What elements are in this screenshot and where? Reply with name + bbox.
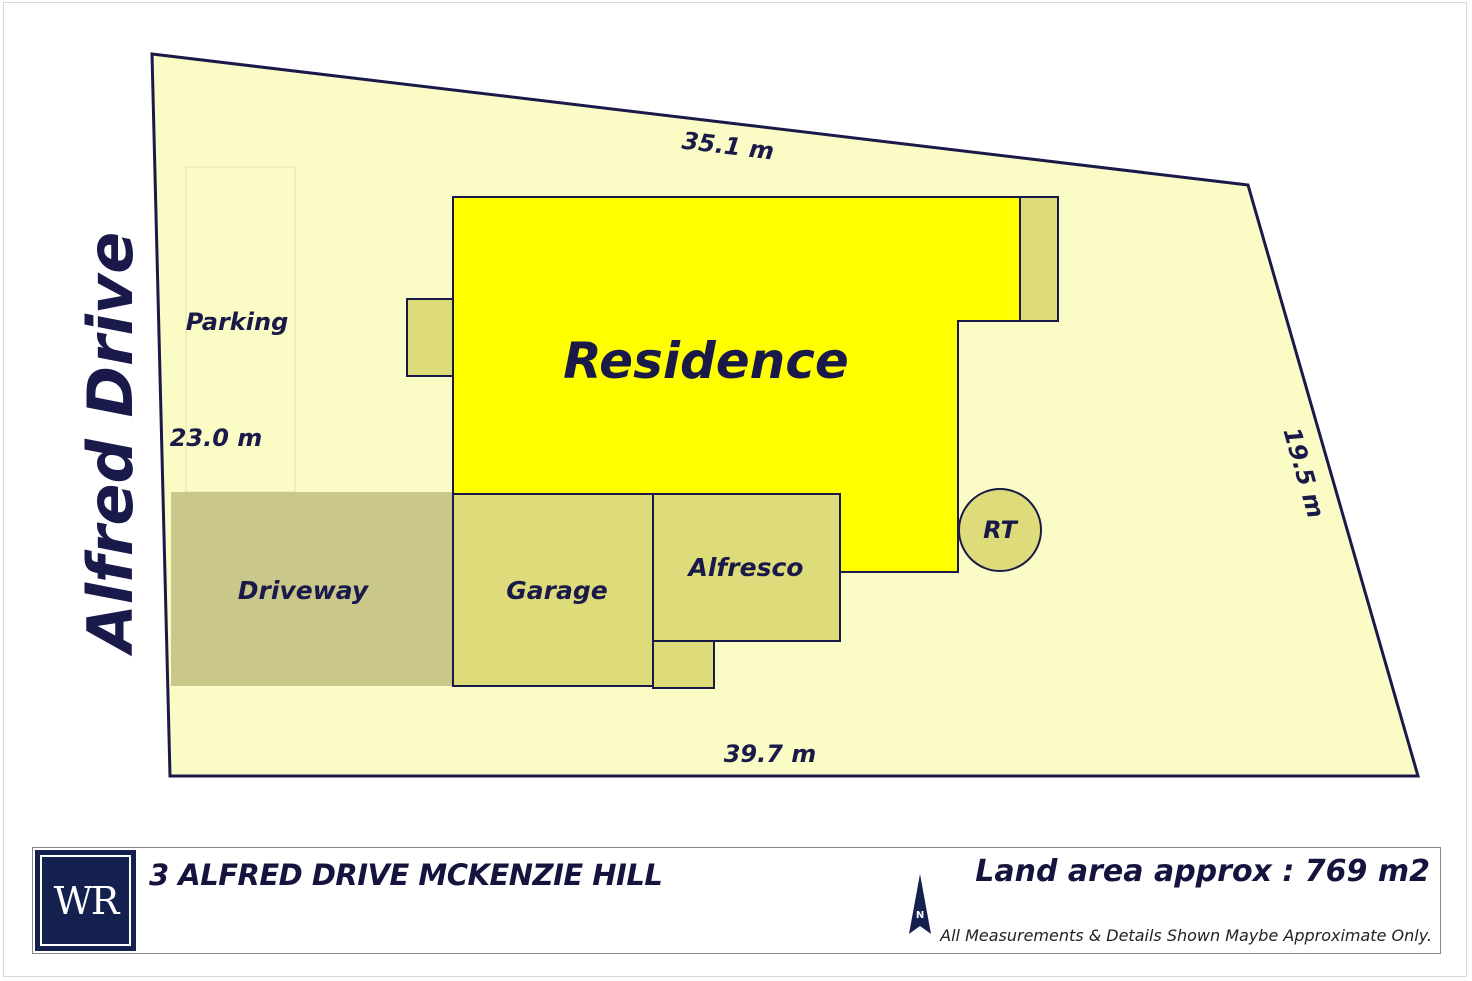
disclaimer: All Measurements & Details Shown Maybe A…: [940, 926, 1432, 945]
small-annex: [652, 640, 715, 689]
property-address: 3 ALFRED DRIVE MCKENZIE HILL: [149, 858, 663, 892]
alfresco-label: Alfresco: [687, 553, 804, 582]
footer-panel: WR 3 ALFRED DRIVE MCKENZIE HILL N Land a…: [32, 847, 1441, 954]
page-frame: [3, 2, 1467, 977]
right-annex: [1019, 196, 1059, 322]
north-label: N: [916, 910, 924, 921]
garage-label: Garage: [506, 576, 607, 605]
north-arrow-icon: N: [909, 874, 931, 934]
street-label: Alfred Drive: [74, 232, 147, 658]
dimension-bottom: 39.7 m: [724, 740, 817, 768]
company-logo: WR: [35, 850, 136, 951]
rainwater-tank: [958, 488, 1042, 572]
alfresco-area: [652, 493, 841, 642]
residence-label: Residence: [563, 332, 849, 390]
garage-area: [452, 493, 654, 687]
land-area: Land area approx : 769 m2: [975, 854, 1430, 889]
driveway-area: [171, 492, 453, 686]
driveway-label: Driveway: [238, 576, 370, 605]
dimension-left: 23.0 m: [170, 424, 263, 452]
rt-label: RT: [983, 516, 1018, 544]
left-annex: [406, 298, 454, 377]
parking-label: Parking: [186, 308, 289, 336]
